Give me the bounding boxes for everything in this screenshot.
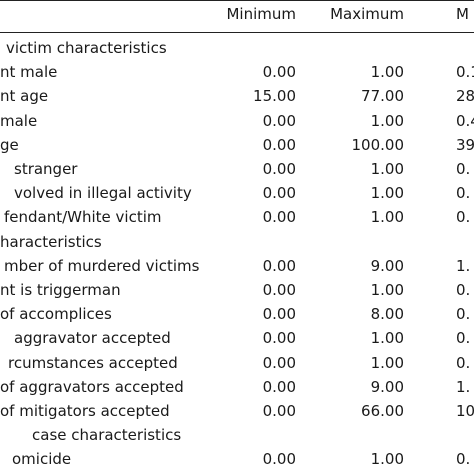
row-value-col-2: 1.00 — [370, 450, 404, 468]
row-value-col-3: 0.1 — [456, 63, 474, 81]
row-label: of accomplices — [0, 305, 112, 323]
row-value-col-1: 0.00 — [262, 208, 296, 226]
row-label: fendant/White victim — [4, 208, 162, 226]
row-value-col-1: 0.00 — [262, 112, 296, 130]
row-value-col-2: 1.00 — [370, 208, 404, 226]
row-value-col-1: 0.00 — [262, 305, 296, 323]
row-value-col-2: 1.00 — [370, 160, 404, 178]
row-value-col-1: 15.00 — [253, 87, 296, 105]
row-value-col-2: 66.00 — [361, 402, 404, 420]
row-value-col-1: 0.00 — [262, 63, 296, 81]
row-value-col-1: 0.00 — [262, 378, 296, 396]
row-value-col-2: 1.00 — [370, 354, 404, 372]
row-label: of aggravators accepted — [0, 378, 184, 396]
row-label: nt is triggerman — [0, 281, 121, 299]
row-label: ge — [0, 136, 19, 154]
row-label: omicide — [12, 450, 72, 468]
row-value-col-2: 1.00 — [370, 63, 404, 81]
row-value-col-3: 0. — [456, 208, 471, 226]
row-value-col-3: 10. — [456, 402, 474, 420]
row-label: case characteristics — [32, 426, 182, 444]
row-value-col-3: 0. — [456, 281, 471, 299]
row-value-col-3: 0. — [456, 354, 471, 372]
row-value-col-3: 0. — [456, 305, 471, 323]
row-value-col-3: 1. — [456, 378, 471, 396]
row-label: mber of murdered victims — [4, 257, 200, 275]
row-label: of mitigators accepted — [0, 402, 170, 420]
row-value-col-2: 1.00 — [370, 112, 404, 130]
row-value-col-2: 77.00 — [361, 87, 404, 105]
row-value-col-2: 100.00 — [351, 136, 405, 154]
header-rule — [0, 32, 474, 33]
row-value-col-3: 28. — [456, 87, 474, 105]
row-value-col-1: 0.00 — [262, 329, 296, 347]
top-rule — [0, 0, 474, 1]
row-label: nt male — [0, 63, 58, 81]
row-value-col-1: 0.00 — [262, 136, 296, 154]
row-value-col-2: 9.00 — [370, 257, 404, 275]
row-label: stranger — [14, 160, 78, 178]
row-label: nt age — [0, 87, 49, 105]
header-minimum: Minimum — [226, 5, 296, 23]
header-mean-partial: M — [456, 5, 469, 23]
row-label: victim characteristics — [6, 39, 167, 57]
row-value-col-2: 8.00 — [370, 305, 404, 323]
row-value-col-3: 0.4 — [456, 112, 474, 130]
row-value-col-3: 0. — [456, 450, 471, 468]
row-value-col-1: 0.00 — [262, 184, 296, 202]
row-value-col-3: 0. — [456, 329, 471, 347]
row-label: aggravator accepted — [14, 329, 171, 347]
row-value-col-3: 39. — [456, 136, 474, 154]
row-label: rcumstances accepted — [8, 354, 178, 372]
row-value-col-1: 0.00 — [262, 160, 296, 178]
row-value-col-2: 1.00 — [370, 329, 404, 347]
row-value-col-1: 0.00 — [262, 402, 296, 420]
row-value-col-2: 9.00 — [370, 378, 404, 396]
row-value-col-3: 0. — [456, 184, 471, 202]
row-value-col-1: 0.00 — [262, 257, 296, 275]
row-value-col-1: 0.00 — [262, 450, 296, 468]
row-value-col-3: 1. — [456, 257, 471, 275]
row-label: haracteristics — [0, 233, 102, 251]
row-label: male — [0, 112, 38, 130]
row-label: volved in illegal activity — [14, 184, 192, 202]
row-value-col-2: 1.00 — [370, 184, 404, 202]
header-maximum: Maximum — [330, 5, 404, 23]
row-value-col-2: 1.00 — [370, 281, 404, 299]
row-value-col-3: 0. — [456, 160, 471, 178]
row-value-col-1: 0.00 — [262, 354, 296, 372]
row-value-col-1: 0.00 — [262, 281, 296, 299]
